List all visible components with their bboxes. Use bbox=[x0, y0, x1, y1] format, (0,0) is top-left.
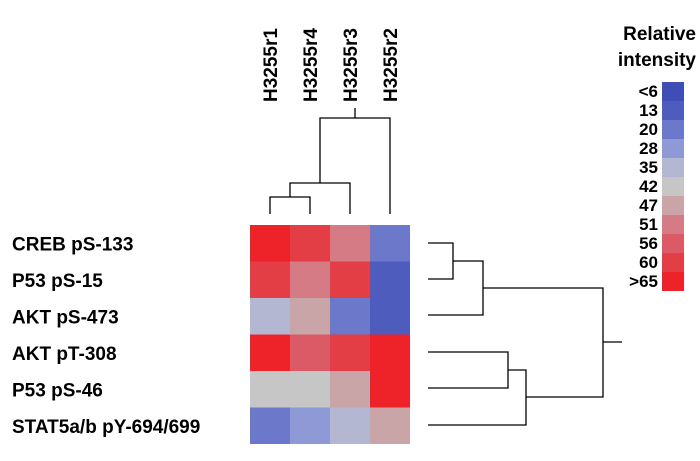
col-dendro-link-r1r4-r3 bbox=[289, 182, 351, 214]
colorbar-label: 60 bbox=[639, 253, 658, 272]
colorbar-swatch bbox=[662, 139, 684, 158]
colorbar-swatch bbox=[662, 234, 684, 253]
colorbar-label: 47 bbox=[639, 196, 658, 215]
heatmap-cell bbox=[250, 334, 290, 371]
colorbar-label: 42 bbox=[639, 177, 658, 196]
heatmap-cell bbox=[290, 225, 330, 262]
colorbar-label: >65 bbox=[629, 272, 658, 291]
row-dendro-link-mid-stat5 bbox=[428, 369, 527, 426]
colorbar-swatch bbox=[662, 215, 684, 234]
row-label: STAT5a/b pY-694/699 bbox=[12, 417, 200, 438]
colorbar-swatch bbox=[662, 158, 684, 177]
row-label: P53 pS-15 bbox=[12, 271, 103, 292]
heatmap-cell bbox=[370, 225, 410, 262]
colorbar: Relative intensity <6132028354247515660>… bbox=[618, 24, 697, 291]
col-dendro-link-r1-r4 bbox=[269, 196, 311, 214]
heatmap-cell bbox=[250, 261, 290, 298]
colorbar-swatch bbox=[662, 120, 684, 139]
colorbar-title-line-2: intensity bbox=[618, 50, 697, 71]
colorbar-label: 28 bbox=[639, 139, 658, 158]
colorbar-label: 20 bbox=[639, 120, 658, 139]
heatmap-cell bbox=[330, 261, 370, 298]
column-label: H3255r1 bbox=[261, 28, 282, 102]
heatmap-cell bbox=[330, 334, 370, 371]
heatmap-cell bbox=[370, 334, 410, 371]
colorbar-title-line-1: Relative bbox=[623, 24, 696, 45]
heatmap-cell bbox=[290, 261, 330, 298]
heatmap-cell bbox=[370, 261, 410, 298]
heatmap-cell bbox=[290, 298, 330, 335]
heatmap-cell bbox=[370, 371, 410, 408]
row-label: AKT pS-473 bbox=[12, 307, 119, 328]
colorbar-label: 35 bbox=[639, 158, 658, 177]
heatmap-cell bbox=[330, 407, 370, 444]
colorbar-swatch bbox=[662, 82, 684, 101]
row-label: CREB pS-133 bbox=[12, 234, 133, 255]
heatmap-cell bbox=[290, 371, 330, 408]
colorbar-swatch bbox=[662, 272, 684, 291]
heatmap-cell bbox=[290, 334, 330, 371]
colorbar-label: 13 bbox=[639, 101, 658, 120]
heatmap-cell bbox=[250, 298, 290, 335]
row-dendro-link-creb-p53s15 bbox=[428, 242, 454, 280]
row-dendrogram bbox=[428, 242, 622, 426]
heatmap-cell bbox=[330, 371, 370, 408]
heatmap-cell bbox=[250, 407, 290, 444]
row-label: P53 pS-46 bbox=[12, 380, 103, 401]
colorbar-swatch bbox=[662, 177, 684, 196]
row-dendro-link-aktt308-p53s46 bbox=[428, 351, 509, 389]
heatmap-cell bbox=[290, 407, 330, 444]
column-dendrogram bbox=[269, 108, 391, 214]
heatmap-cell bbox=[370, 298, 410, 335]
column-label: H3255r2 bbox=[381, 28, 402, 102]
colorbar-swatches bbox=[662, 82, 684, 291]
col-dendro-link-all-r2 bbox=[319, 117, 391, 214]
heatmap-cell bbox=[250, 371, 290, 408]
colorbar-swatch bbox=[662, 196, 684, 215]
heatmap-cells bbox=[250, 225, 410, 444]
heatmap-cell bbox=[370, 407, 410, 444]
column-label: H3255r3 bbox=[341, 28, 362, 102]
colorbar-label: 51 bbox=[639, 215, 658, 234]
colorbar-swatch bbox=[662, 101, 684, 120]
row-dendro-link-root bbox=[483, 287, 604, 398]
row-dendro-link-top-akts473 bbox=[428, 260, 484, 316]
heatmap-cell bbox=[250, 225, 290, 262]
row-label: AKT pT-308 bbox=[12, 344, 117, 365]
colorbar-label: 56 bbox=[639, 234, 658, 253]
colorbar-label: <6 bbox=[639, 82, 658, 101]
heatmap-cell bbox=[330, 225, 370, 262]
column-label: H3255r4 bbox=[301, 28, 322, 102]
row-labels: CREB pS-133 P53 pS-15 AKT pS-473 AKT pT-308… bbox=[12, 234, 200, 438]
column-labels: H3255r1 H3255r4 H3255r3 H3255r2 bbox=[261, 28, 402, 102]
heatmap-cell bbox=[330, 298, 370, 335]
colorbar-swatch bbox=[662, 253, 684, 272]
